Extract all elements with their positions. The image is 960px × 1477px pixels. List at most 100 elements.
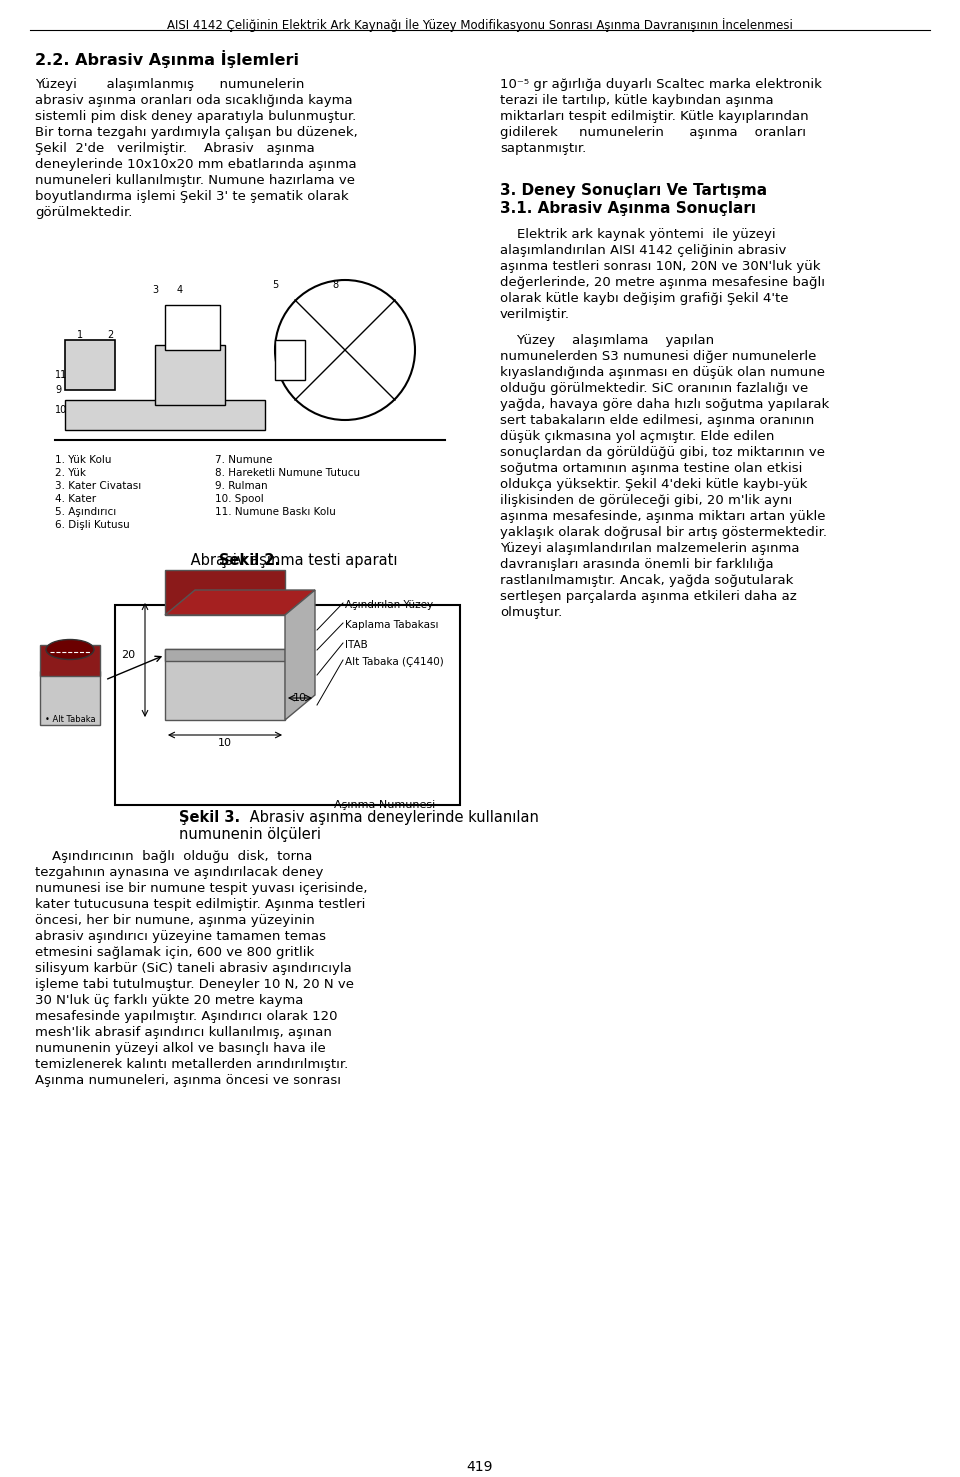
Text: verilmiştir.: verilmiştir. [500, 309, 570, 321]
Bar [115, 606, 460, 805]
Text: Aşındırılan Yüzey: Aşındırılan Yüzey [345, 600, 433, 610]
Text: 20: 20 [121, 650, 135, 660]
Text: 11. Numune Baskı Kolu: 11. Numune Baskı Kolu [215, 507, 336, 517]
Text: olmuştur.: olmuştur. [500, 606, 563, 619]
Bar [165, 648, 285, 660]
Text: aşınma mesafesinde, aşınma miktarı artan yükle: aşınma mesafesinde, aşınma miktarı artan… [500, 510, 826, 523]
Text: Yüzey    alaşımlama    yapılan: Yüzey alaşımlama yapılan [500, 334, 714, 347]
Bar [165, 648, 285, 719]
Text: abrasiv aşındırıcı yüzeyine tamamen temas: abrasiv aşındırıcı yüzeyine tamamen tema… [35, 931, 326, 942]
Text: aşınma testleri sonrası 10N, 20N ve 30N'luk yük: aşınma testleri sonrası 10N, 20N ve 30N'… [500, 260, 821, 273]
Text: Şekil  2'de   verilmiştir.    Abrasiv   aşınma: Şekil 2'de verilmiştir. Abrasiv aşınma [35, 142, 315, 155]
Text: 10⁻⁵ gr ağırlığa duyarlı Scaltec marka elektronik: 10⁻⁵ gr ağırlığa duyarlı Scaltec marka e… [500, 78, 822, 92]
Text: sertleşen parçalarda aşınma etkileri daha az: sertleşen parçalarda aşınma etkileri dah… [500, 589, 797, 603]
Text: Aşınma numuneleri, aşınma öncesi ve sonrası: Aşınma numuneleri, aşınma öncesi ve sonr… [35, 1074, 341, 1087]
Text: mesh'lik abrasif aşındırıcı kullanılmış, aşınan: mesh'lik abrasif aşındırıcı kullanılmış,… [35, 1027, 332, 1038]
Text: mesafesinde yapılmıştır. Aşındırıcı olarak 120: mesafesinde yapılmıştır. Aşındırıcı olar… [35, 1010, 338, 1024]
Text: Alt Tabaka (Ç4140): Alt Tabaka (Ç4140) [345, 657, 444, 668]
Text: olduğu görülmektedir. SiC oranının fazlalığı ve: olduğu görülmektedir. SiC oranının fazla… [500, 383, 808, 394]
Text: Elektrik ark kaynak yöntemi  ile yüzeyi: Elektrik ark kaynak yöntemi ile yüzeyi [500, 227, 776, 241]
Text: 3.1. Abrasiv Aşınma Sonuçları: 3.1. Abrasiv Aşınma Sonuçları [500, 201, 756, 216]
Text: numunenin yüzeyi alkol ve basınçlı hava ile: numunenin yüzeyi alkol ve basınçlı hava … [35, 1041, 325, 1055]
Text: soğutma ortamının aşınma testine olan etkisi: soğutma ortamının aşınma testine olan et… [500, 462, 803, 476]
Text: rastlanılmamıştır. Ancak, yağda soğutularak: rastlanılmamıştır. Ancak, yağda soğutula… [500, 575, 793, 586]
Text: AISI 4142 Çeliğinin Elektrik Ark Kaynağı İle Yüzey Modifikasyonu Sonrası Aşınma : AISI 4142 Çeliğinin Elektrik Ark Kaynağı… [167, 18, 793, 32]
Text: sert tabakaların elde edilmesi, aşınma oranının: sert tabakaların elde edilmesi, aşınma o… [500, 414, 814, 427]
Text: 5. Aşındırıcı: 5. Aşındırıcı [55, 507, 116, 517]
Text: 11: 11 [55, 371, 67, 380]
Text: 3: 3 [152, 285, 158, 295]
Text: 4: 4 [177, 285, 183, 295]
Text: 419: 419 [467, 1459, 493, 1474]
Text: 3. Deney Sonuçları Ve Tartışma: 3. Deney Sonuçları Ve Tartışma [500, 183, 767, 198]
Text: Yüzeyi alaşımlandırılan malzemelerin aşınma: Yüzeyi alaşımlandırılan malzemelerin aşı… [500, 542, 800, 555]
Text: ilişkisinden de görüleceği gibi, 20 m'lik aynı: ilişkisinden de görüleceği gibi, 20 m'li… [500, 493, 792, 507]
Text: 1: 1 [77, 329, 84, 340]
Text: 8. Hareketli Numune Tutucu: 8. Hareketli Numune Tutucu [215, 468, 360, 479]
Text: 2. Yük: 2. Yük [55, 468, 86, 479]
Text: kıyaslandığında aşınması en düşük olan numune: kıyaslandığında aşınması en düşük olan n… [500, 366, 825, 380]
Text: 3. Kater Civatası: 3. Kater Civatası [55, 482, 141, 490]
Text: Bir torna tezgahı yardımıyla çalışan bu düzenek,: Bir torna tezgahı yardımıyla çalışan bu … [35, 126, 358, 139]
Text: numunenin ölçüleri: numunenin ölçüleri [179, 827, 321, 842]
Bar [155, 346, 225, 405]
Text: deneylerinde 10x10x20 mm ebatlarında aşınma: deneylerinde 10x10x20 mm ebatlarında aşı… [35, 158, 356, 171]
Text: 10: 10 [293, 693, 307, 703]
Bar [65, 400, 265, 430]
Text: Abrasiv aşınma testi aparatı: Abrasiv aşınma testi aparatı [186, 552, 397, 569]
Polygon shape [165, 589, 315, 614]
Text: davranışları arasında önemli bir farklılığa: davranışları arasında önemli bir farklıl… [500, 558, 774, 572]
Text: sistemli pim disk deney aparatıyla bulunmuştur.: sistemli pim disk deney aparatıyla bulun… [35, 109, 356, 123]
Text: 10: 10 [55, 405, 67, 415]
Text: 5: 5 [272, 281, 278, 289]
Ellipse shape [46, 640, 94, 660]
Text: silisyum karbür (SiC) taneli abrasiv aşındırıcıyla: silisyum karbür (SiC) taneli abrasiv aşı… [35, 962, 351, 975]
Text: 1. Yük Kolu: 1. Yük Kolu [55, 455, 111, 465]
Bar [40, 671, 100, 725]
Text: numuneleri kullanılmıştır. Numune hazırlama ve: numuneleri kullanılmıştır. Numune hazırl… [35, 174, 355, 188]
Text: gidilerek     numunelerin      aşınma    oranları: gidilerek numunelerin aşınma oranları [500, 126, 806, 139]
Text: temizlenerek kalıntı metallerden arındırılmıştır.: temizlenerek kalıntı metallerden arındır… [35, 1058, 348, 1071]
Text: 10. Spool: 10. Spool [215, 493, 264, 504]
Bar [40, 644, 100, 676]
Text: değerlerinde, 20 metre aşınma mesafesine bağlı: değerlerinde, 20 metre aşınma mesafesine… [500, 276, 825, 289]
Text: 9. Rulman: 9. Rulman [215, 482, 268, 490]
Text: yağda, havaya göre daha hızlı soğutma yapılarak: yağda, havaya göre daha hızlı soğutma ya… [500, 397, 829, 411]
Text: etmesini sağlamak için, 600 ve 800 gritlik: etmesini sağlamak için, 600 ve 800 gritl… [35, 945, 314, 959]
Text: Aşınma Numunesi: Aşınma Numunesi [334, 801, 435, 809]
Text: işleme tabi tutulmuştur. Deneyler 10 N, 20 N ve: işleme tabi tutulmuştur. Deneyler 10 N, … [35, 978, 354, 991]
Text: olarak kütle kaybı değişim grafiği Şekil 4'te: olarak kütle kaybı değişim grafiği Şekil… [500, 292, 788, 304]
Text: numunelerden S3 numunesi diğer numunelerle: numunelerden S3 numunesi diğer numuneler… [500, 350, 816, 363]
Text: 4. Kater: 4. Kater [55, 493, 96, 504]
Text: saptanmıştır.: saptanmıştır. [500, 142, 587, 155]
Circle shape [275, 281, 415, 419]
Bar [165, 570, 285, 614]
Text: miktarları tespit edilmiştir. Kütle kayıplarından: miktarları tespit edilmiştir. Kütle kayı… [500, 109, 808, 123]
Bar [275, 340, 305, 380]
Bar [165, 304, 220, 350]
Text: görülmektedir.: görülmektedir. [35, 205, 132, 219]
Text: numunesi ise bir numune tespit yuvası içerisinde,: numunesi ise bir numune tespit yuvası iç… [35, 882, 368, 895]
Text: 9: 9 [55, 385, 61, 394]
Text: ITAB: ITAB [345, 640, 368, 650]
Text: düşük çıkmasına yol açmıştır. Elde edilen: düşük çıkmasına yol açmıştır. Elde edile… [500, 430, 775, 443]
Bar [65, 340, 115, 390]
Text: abrasiv aşınma oranları oda sıcaklığında kayma: abrasiv aşınma oranları oda sıcaklığında… [35, 95, 352, 106]
Bar [35, 230, 465, 450]
Text: yaklaşık olarak doğrusal bir artış göstermektedir.: yaklaşık olarak doğrusal bir artış göste… [500, 526, 827, 539]
Text: Yüzeyi       alaşımlanmış      numunelerin: Yüzeyi alaşımlanmış numunelerin [35, 78, 304, 92]
Text: Abrasiv aşınma deneylerinde kullanılan: Abrasiv aşınma deneylerinde kullanılan [245, 809, 539, 826]
Text: Aşındırıcının  bağlı  olduğu  disk,  torna: Aşındırıcının bağlı olduğu disk, torna [35, 849, 312, 863]
Text: sonuçlardan da görüldüğü gibi, toz miktarının ve: sonuçlardan da görüldüğü gibi, toz mikta… [500, 446, 825, 459]
Text: kater tutucusuna tespit edilmiştir. Aşınma testleri: kater tutucusuna tespit edilmiştir. Aşın… [35, 898, 366, 911]
Text: 7. Numune: 7. Numune [215, 455, 273, 465]
Text: • Alt Tabaka: • Alt Tabaka [45, 715, 95, 724]
Text: Şekil 3.: Şekil 3. [179, 809, 240, 826]
Text: 6. Dişli Kutusu: 6. Dişli Kutusu [55, 520, 130, 530]
Text: terazi ile tartılıp, kütle kaybından aşınma: terazi ile tartılıp, kütle kaybından aşı… [500, 95, 774, 106]
Text: 30 N'luk üç farklı yükte 20 metre kayma: 30 N'luk üç farklı yükte 20 metre kayma [35, 994, 303, 1007]
Polygon shape [285, 589, 315, 719]
Text: oldukça yüksektir. Şekil 4'deki kütle kaybı-yük: oldukça yüksektir. Şekil 4'deki kütle ka… [500, 479, 807, 490]
Text: 2: 2 [107, 329, 113, 340]
Text: boyutlandırma işlemi Şekil 3' te şematik olarak: boyutlandırma işlemi Şekil 3' te şematik… [35, 191, 348, 202]
